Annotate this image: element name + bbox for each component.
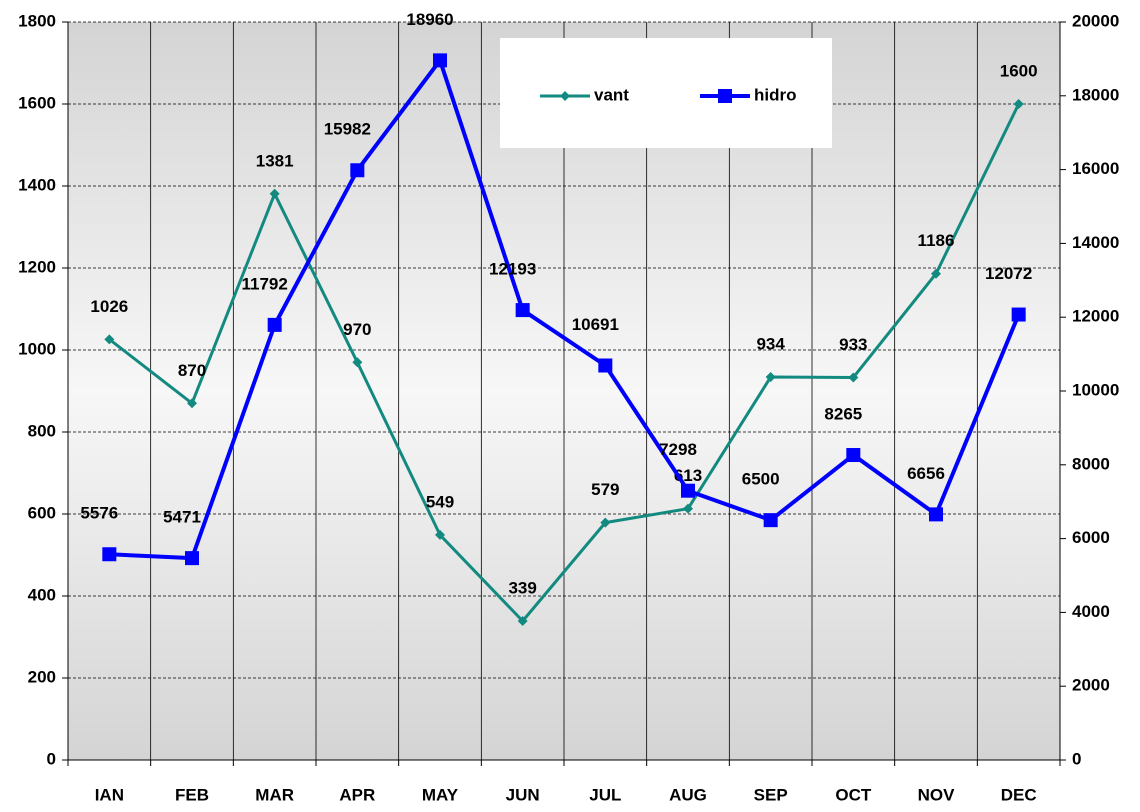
x-tick-label: AUG xyxy=(669,785,707,804)
y-tick-label: 200 xyxy=(28,667,56,686)
marker xyxy=(435,529,445,540)
data-label: 870 xyxy=(178,361,206,380)
data-label: 1026 xyxy=(90,297,128,316)
y2-tick-label: 0 xyxy=(1072,749,1081,768)
x-tick-label: SEP xyxy=(754,785,788,804)
y-tick-label: 1400 xyxy=(18,175,56,194)
marker xyxy=(765,372,776,383)
legend-box xyxy=(500,38,832,148)
marker xyxy=(517,616,528,627)
marker xyxy=(104,334,115,345)
y2-tick-label: 4000 xyxy=(1072,602,1110,621)
marker xyxy=(515,303,530,318)
x-tick-label: OCT xyxy=(835,785,872,804)
marker xyxy=(763,513,778,528)
y2-tick-label: 10000 xyxy=(1072,380,1119,399)
marker xyxy=(683,503,693,514)
marker xyxy=(600,517,611,528)
data-label: 12193 xyxy=(489,260,536,279)
marker xyxy=(350,163,365,178)
y-tick-label: 1000 xyxy=(18,339,56,358)
data-label: 15982 xyxy=(324,120,371,139)
data-label: 5471 xyxy=(163,508,201,527)
x-tick-label: MAR xyxy=(255,785,294,804)
data-label: 339 xyxy=(508,578,536,597)
x-tick-label: FEB xyxy=(175,785,209,804)
series-line xyxy=(109,58,1021,561)
data-label: 11792 xyxy=(241,274,287,293)
data-label: 12072 xyxy=(985,264,1032,283)
x-tick-label: NOV xyxy=(918,785,956,804)
marker xyxy=(560,91,570,101)
data-label: 18960 xyxy=(406,10,453,29)
marker xyxy=(846,448,861,463)
data-label: 7298 xyxy=(659,440,697,459)
marker xyxy=(931,268,941,279)
y2-tick-label: 16000 xyxy=(1072,159,1119,178)
y-tick-label: 600 xyxy=(28,503,56,522)
data-label: 933 xyxy=(839,335,867,354)
marker xyxy=(718,89,732,103)
data-label: 970 xyxy=(343,320,371,339)
marker xyxy=(433,53,447,68)
data-label: 10691 xyxy=(572,315,619,334)
y2-tick-label: 2000 xyxy=(1072,676,1110,695)
y2-tick-label: 6000 xyxy=(1072,528,1110,547)
x-tick-label: APR xyxy=(339,785,375,804)
x-tick-label: JUL xyxy=(589,785,621,804)
x-tick-label: MAY xyxy=(422,785,459,804)
marker xyxy=(1011,307,1026,322)
y2-tick-label: 12000 xyxy=(1072,307,1119,326)
marker xyxy=(681,483,695,498)
legend-label: vant xyxy=(594,85,629,104)
marker xyxy=(267,317,282,332)
data-label: 8265 xyxy=(824,405,862,424)
data-label: 1600 xyxy=(1000,61,1038,80)
y-tick-label: 1200 xyxy=(18,257,56,276)
marker xyxy=(352,357,363,368)
y2-tick-label: 20000 xyxy=(1072,11,1119,30)
data-label: 1186 xyxy=(918,231,955,250)
y-tick-label: 1600 xyxy=(18,93,56,112)
y-tick-label: 0 xyxy=(47,749,56,768)
y-tick-label: 1800 xyxy=(18,11,56,30)
marker xyxy=(102,547,117,562)
marker xyxy=(269,188,280,199)
y2-tick-label: 8000 xyxy=(1072,454,1110,473)
data-label: 549 xyxy=(426,492,454,511)
data-label: 934 xyxy=(756,335,785,354)
x-tick-label: DEC xyxy=(1001,785,1037,804)
marker xyxy=(598,358,613,373)
legend-label: hidro xyxy=(754,85,797,104)
data-label: 5576 xyxy=(80,504,118,523)
data-label: 6500 xyxy=(742,470,780,489)
y2-tick-label: 18000 xyxy=(1072,85,1119,104)
y-tick-label: 800 xyxy=(28,421,56,440)
x-tick-label: IAN xyxy=(95,785,124,804)
marker xyxy=(1013,99,1024,109)
marker xyxy=(929,507,943,522)
y2-tick-label: 14000 xyxy=(1072,233,1119,252)
data-label: 6656 xyxy=(907,464,945,483)
data-label: 579 xyxy=(591,480,619,499)
series-line xyxy=(108,103,1021,623)
data-label: 1381 xyxy=(256,151,294,170)
marker xyxy=(187,398,197,409)
marker xyxy=(185,551,199,566)
marker xyxy=(848,372,859,383)
y-tick-label: 400 xyxy=(28,585,56,604)
x-tick-label: JUN xyxy=(506,785,540,804)
